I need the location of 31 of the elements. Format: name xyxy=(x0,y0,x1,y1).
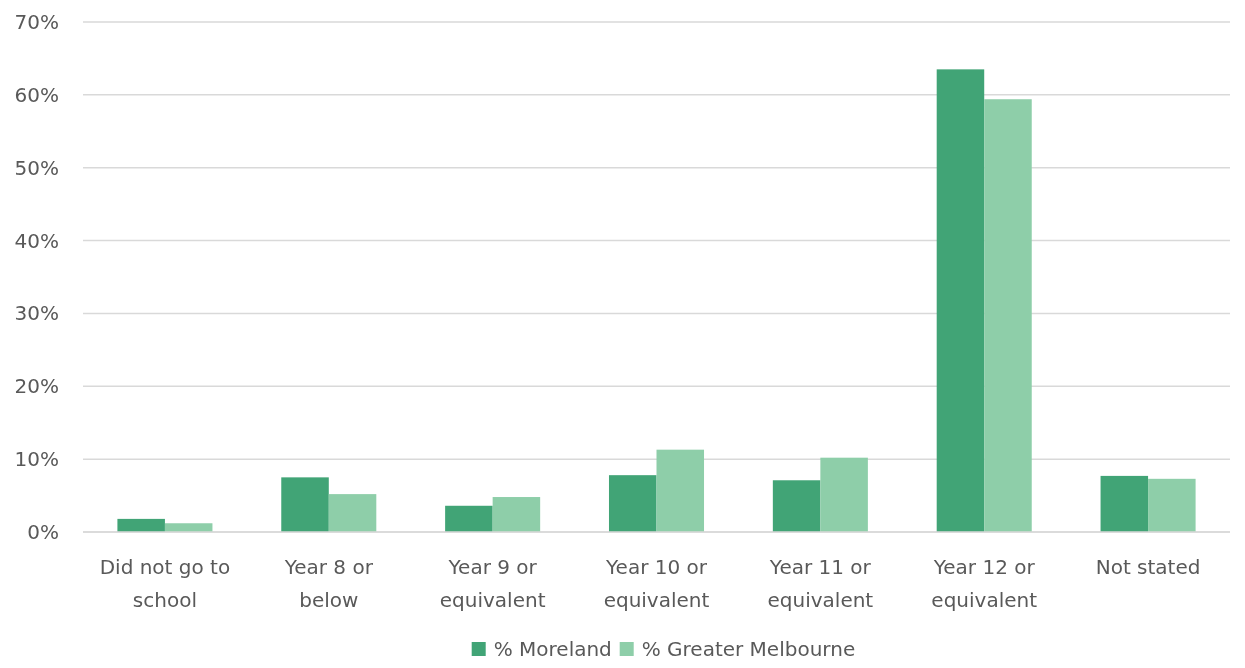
bar xyxy=(1100,475,1149,532)
x-tick-label: Year 11 or equivalent xyxy=(767,555,874,612)
y-tick-label: 10% xyxy=(14,447,59,472)
bar xyxy=(164,523,213,532)
legend-label: % Greater Melbourne xyxy=(641,637,856,661)
y-tick-label: 50% xyxy=(14,155,59,180)
x-tick-label: Year 10 or equivalent xyxy=(603,555,710,612)
bar xyxy=(984,99,1032,532)
bar xyxy=(936,69,985,532)
bar xyxy=(445,505,493,532)
y-tick-label: 0% xyxy=(27,520,59,544)
bar xyxy=(656,449,705,532)
bar xyxy=(328,494,377,532)
bar xyxy=(117,518,165,532)
x-tick-label: Year 8 or below xyxy=(283,555,374,612)
bar xyxy=(281,477,329,532)
legend-label: % Moreland xyxy=(493,637,612,661)
x-tick-label: Year 12 or equivalent xyxy=(931,555,1038,612)
bar xyxy=(1148,478,1196,532)
y-tick-label: 30% xyxy=(14,301,59,326)
x-tick-label: Not stated xyxy=(1095,555,1201,579)
y-tick-label: 70% xyxy=(14,10,59,34)
bar xyxy=(608,475,657,532)
bar xyxy=(772,480,821,532)
x-tick-label: Did not go to school xyxy=(99,555,231,612)
y-tick-label: 40% xyxy=(14,228,59,253)
bar xyxy=(492,497,541,532)
y-tick-label: 20% xyxy=(14,374,59,399)
y-tick-label: 60% xyxy=(14,82,59,107)
x-tick-label: Year 9 or equivalent xyxy=(439,555,546,612)
bar xyxy=(820,457,868,532)
